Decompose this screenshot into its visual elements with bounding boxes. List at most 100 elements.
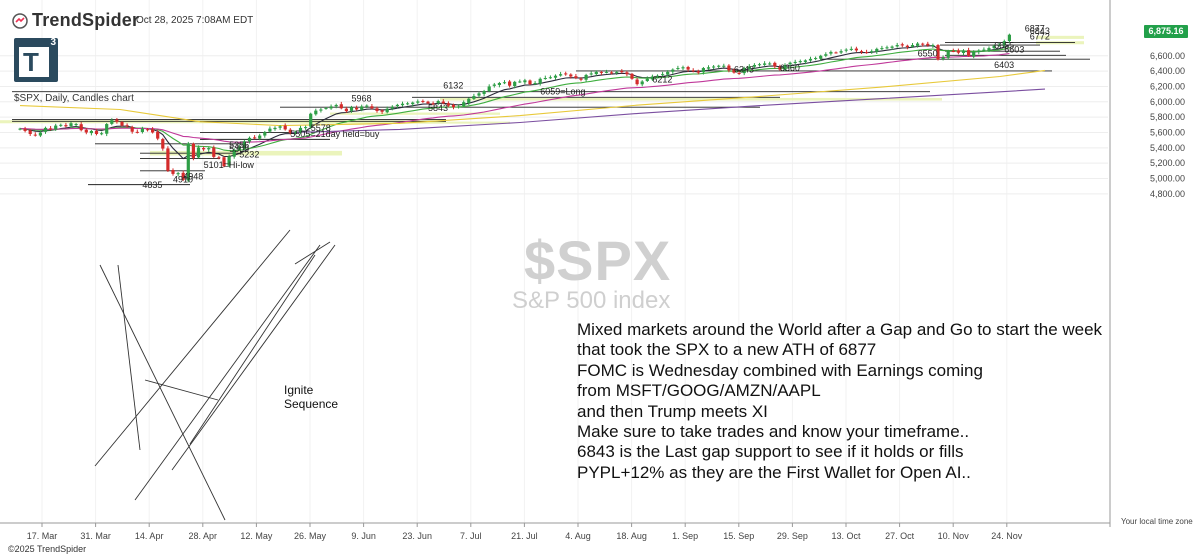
candle-body xyxy=(38,132,42,136)
candle-body xyxy=(513,81,517,86)
candle-body xyxy=(416,101,420,103)
ma-line xyxy=(19,47,1010,152)
candle-body xyxy=(727,65,731,71)
vertical-grid xyxy=(41,0,1008,523)
candle-body xyxy=(395,104,399,107)
candle-body xyxy=(686,66,690,70)
commentary-line: 6843 is the Last gap support to see if i… xyxy=(577,442,964,462)
candle-body xyxy=(849,48,853,50)
candle-body xyxy=(431,103,435,105)
candle-body xyxy=(278,126,282,128)
candle-body xyxy=(120,122,124,126)
chart-datetime: Oct 28, 2025 7:08AM EDT xyxy=(136,15,254,26)
candle-body xyxy=(161,139,165,149)
candle-body xyxy=(202,148,206,150)
x-tick-label: 14. Apr xyxy=(135,531,164,541)
trend-line xyxy=(117,264,141,451)
candle-body xyxy=(696,71,700,73)
candle-body xyxy=(59,124,63,126)
candle-body xyxy=(834,52,838,54)
candle-body xyxy=(380,110,384,112)
trend-line xyxy=(134,244,321,501)
candle-body xyxy=(314,110,318,115)
candle-body xyxy=(23,128,27,131)
candle-body xyxy=(283,125,287,130)
x-tick-label: 21. Jul xyxy=(511,531,538,541)
candle-body xyxy=(528,80,532,85)
x-tick-label: 18. Aug xyxy=(616,531,647,541)
candle-body xyxy=(829,51,833,54)
candle-body xyxy=(421,100,425,102)
level-label: 6212 xyxy=(652,75,672,85)
timezone-label: Your local time zone xyxy=(1121,517,1193,526)
candle-body xyxy=(798,61,802,63)
x-tick-label: 28. Apr xyxy=(189,531,218,541)
level-label: 5505=21day held=buy xyxy=(290,129,380,139)
candle-body xyxy=(79,124,83,131)
candle-body xyxy=(992,45,996,49)
candle-body xyxy=(559,74,563,76)
candle-body xyxy=(324,107,328,109)
candle-body xyxy=(548,77,552,79)
copyright: ©2025 TrendSpider xyxy=(8,544,87,554)
y-tick-label: 4,800.00 xyxy=(1150,189,1185,199)
candle-body xyxy=(717,65,721,67)
candle-body xyxy=(778,66,782,70)
candle-body xyxy=(865,52,869,54)
candle-body xyxy=(824,54,828,56)
candle-body xyxy=(462,102,466,107)
candle-body xyxy=(375,108,379,112)
candle-body xyxy=(538,78,542,84)
trend-line xyxy=(294,241,331,265)
candle-body xyxy=(497,83,501,86)
level-label: 4910 xyxy=(173,174,193,184)
candle-body xyxy=(941,57,945,60)
candle-body xyxy=(105,124,109,134)
candle-body xyxy=(156,131,160,139)
level-label: 5356 xyxy=(229,140,249,150)
candle-body xyxy=(385,108,389,113)
y-tick-label: 5,400.00 xyxy=(1150,143,1185,153)
level-label: 6132 xyxy=(443,81,463,91)
trend-line xyxy=(94,229,291,467)
candle-body xyxy=(900,44,904,46)
x-tick-label: 27. Oct xyxy=(885,531,915,541)
candle-body xyxy=(706,67,711,69)
x-tick-label: 15. Sep xyxy=(723,531,754,541)
candle-body xyxy=(64,125,68,127)
watermark-name: S&P 500 index xyxy=(512,287,671,314)
level-label: 5968 xyxy=(352,93,372,103)
candle-body xyxy=(472,96,476,99)
candle-body xyxy=(212,147,216,157)
candle-body xyxy=(441,101,445,104)
candle-body xyxy=(94,130,99,135)
candle-body xyxy=(487,86,491,92)
candle-body xyxy=(982,49,986,51)
candle-body xyxy=(304,127,308,129)
level-label: 5843 xyxy=(428,103,448,113)
y-tick-label: 5,200.00 xyxy=(1150,158,1185,168)
x-tick-label: 7. Jul xyxy=(460,531,482,541)
y-tick-label: 6,200.00 xyxy=(1150,81,1185,91)
level-label: 6877 xyxy=(1025,24,1045,34)
candle-body xyxy=(599,71,603,73)
trend-lines xyxy=(94,229,336,521)
candle-body xyxy=(1002,41,1006,46)
candle-body xyxy=(151,129,155,133)
candle-body xyxy=(691,70,695,72)
candle-body xyxy=(365,105,369,107)
level-label: 6403 xyxy=(994,60,1014,70)
candle-body xyxy=(640,81,644,85)
candle-body xyxy=(309,113,313,127)
candle-body xyxy=(890,46,894,48)
candle-body xyxy=(808,58,813,61)
y-tick-label: 5,000.00 xyxy=(1150,174,1185,184)
candle-body xyxy=(344,108,348,112)
candle-body xyxy=(135,131,139,133)
candle-body xyxy=(355,107,359,110)
x-tick-label: 9. Jun xyxy=(351,531,376,541)
level-label: 6772 xyxy=(1030,32,1050,42)
candle-body xyxy=(712,66,716,68)
candle-body xyxy=(518,81,522,83)
